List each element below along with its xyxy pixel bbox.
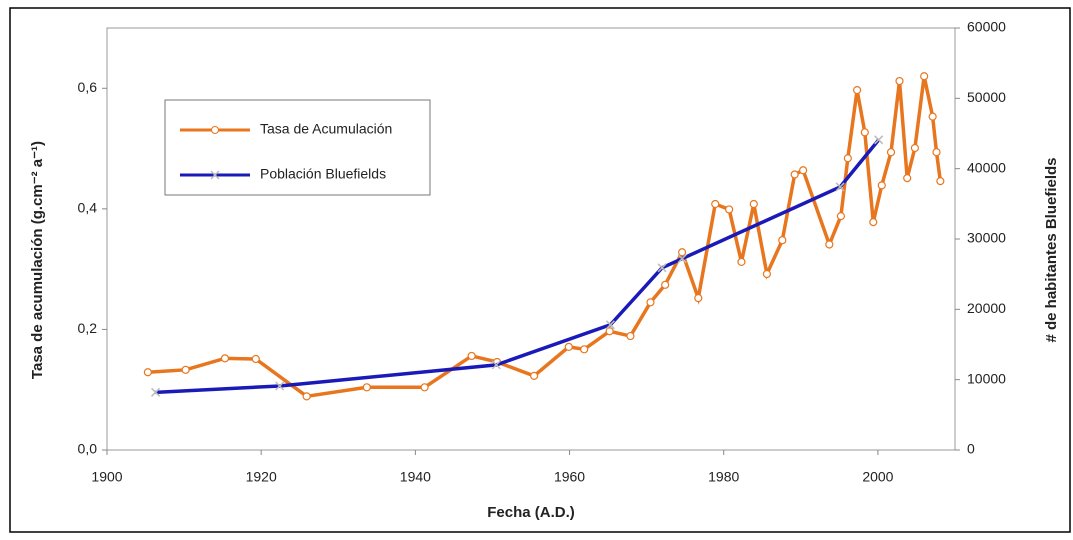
y2-tick-label: 0 (967, 441, 975, 457)
y-tick-label: 0,6 (78, 79, 98, 95)
point (928, 112, 937, 121)
y2-tick-label: 40000 (967, 159, 1006, 175)
point (749, 199, 758, 209)
point (605, 320, 615, 330)
point (657, 263, 667, 273)
legend-box (164, 99, 431, 196)
point (646, 298, 655, 307)
point (886, 148, 896, 157)
y2-tick-label: 20000 (967, 300, 1006, 316)
y2-axis-title: # de habitantes Bluefields (1043, 157, 1060, 342)
y-tick-label: 0,4 (78, 200, 98, 216)
point (836, 211, 846, 221)
point (467, 351, 476, 361)
y2-tick-label: 10000 (967, 370, 1006, 386)
point (491, 360, 501, 370)
point (677, 248, 687, 257)
point (420, 383, 429, 392)
x-axis-title: Fecha (A.D.) (487, 504, 575, 521)
point (580, 345, 589, 354)
y-axis-title: Tasa de acumulación (g.cm⁻² a⁻¹) (29, 141, 46, 379)
point (529, 371, 539, 380)
point (181, 365, 190, 374)
point (564, 342, 573, 352)
x-tick-label: 2000 (862, 469, 893, 485)
point (936, 177, 945, 186)
point (877, 181, 886, 190)
point (869, 218, 878, 227)
point (362, 383, 371, 392)
x-tick-label: 1920 (246, 469, 277, 485)
point (725, 205, 734, 214)
y2-tick-label: 30000 (967, 230, 1006, 246)
point (737, 257, 746, 267)
point (860, 128, 869, 137)
y-tick-label: 0,0 (78, 441, 98, 457)
x-tick-label: 1940 (400, 469, 431, 485)
point (143, 368, 152, 377)
x-tick-label: 1900 (91, 469, 122, 485)
y-tick-label: 0,2 (78, 320, 98, 336)
point (903, 174, 912, 183)
point (920, 72, 929, 81)
plot-area (106, 27, 956, 451)
point (151, 387, 161, 397)
point (762, 269, 771, 279)
point (605, 327, 614, 336)
point (874, 135, 884, 145)
point (677, 254, 687, 264)
point (251, 354, 260, 364)
point (626, 331, 635, 341)
legend-marker (211, 126, 219, 134)
point (843, 154, 852, 163)
point (302, 392, 311, 401)
point (932, 148, 941, 157)
point (220, 354, 230, 363)
legend-label: Población Bluefields (260, 166, 386, 182)
point (694, 293, 703, 303)
point (778, 236, 787, 245)
y2-tick-label: 60000 (967, 19, 1006, 35)
point (835, 182, 845, 192)
point (275, 381, 285, 391)
legend-label: Tasa de Acumulación (260, 121, 392, 137)
point (799, 166, 808, 175)
point (711, 199, 720, 209)
point (661, 280, 670, 289)
x-tick-label: 1980 (708, 469, 739, 485)
point (852, 85, 862, 95)
point (790, 170, 799, 179)
legend-marker (210, 170, 220, 180)
x-tick-label: 1960 (554, 469, 585, 485)
series-line (155, 138, 881, 395)
point (895, 76, 904, 86)
y2-tick-label: 50000 (967, 89, 1006, 105)
point (910, 143, 920, 153)
point (825, 240, 834, 249)
